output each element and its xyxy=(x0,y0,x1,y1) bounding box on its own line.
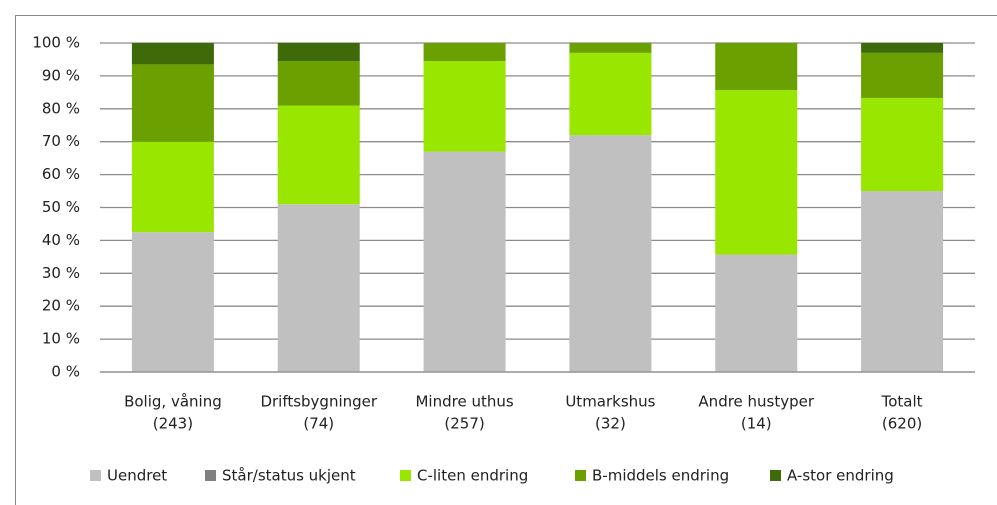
x-tick-label: (14) xyxy=(741,415,772,433)
x-tick-label: (74) xyxy=(303,415,334,433)
y-tick-label: 90 % xyxy=(42,66,80,84)
y-tick-label: 20 % xyxy=(42,297,80,315)
bar-segment xyxy=(861,52,944,98)
x-tick-label: Mindre uthus xyxy=(415,393,513,411)
y-tick-label: 40 % xyxy=(42,231,80,249)
bar-segment xyxy=(861,191,944,372)
x-tick-label: (32) xyxy=(595,415,626,433)
bar-segment xyxy=(423,61,506,152)
x-tick-label: Driftsbygninger xyxy=(260,393,377,411)
legend-label: A-stor endring xyxy=(787,467,894,485)
y-tick-label: 30 % xyxy=(42,264,80,282)
bar-segment xyxy=(131,141,214,233)
bar-segment xyxy=(569,43,652,53)
legend-label: C-liten endring xyxy=(417,467,528,485)
legend-swatch xyxy=(205,470,216,481)
chart-border xyxy=(15,15,997,505)
y-tick-label: 100 % xyxy=(32,34,80,52)
bar-segment xyxy=(131,43,214,65)
y-tick-label: 50 % xyxy=(42,198,80,216)
y-tick-label: 60 % xyxy=(42,165,80,183)
legend-swatch xyxy=(90,470,101,481)
y-tick-label: 10 % xyxy=(42,330,80,348)
legend-swatch xyxy=(575,470,586,481)
bar-segment xyxy=(861,43,944,53)
bar-segment xyxy=(131,232,214,372)
legend-label: B-middels endring xyxy=(592,467,729,485)
x-tick-label: (257) xyxy=(444,415,484,433)
x-tick-label: (620) xyxy=(882,415,922,433)
bar-segment xyxy=(569,135,652,372)
legend-swatch xyxy=(400,470,411,481)
bar-segment xyxy=(277,43,360,62)
x-tick-label: (243) xyxy=(153,415,193,433)
bar-segment xyxy=(715,90,798,255)
bar-segment xyxy=(715,43,798,91)
x-tick-label: Bolig, våning xyxy=(124,393,222,411)
legend-swatch xyxy=(770,470,781,481)
y-tick-label: 80 % xyxy=(42,99,80,117)
legend-label: Uendret xyxy=(107,467,167,485)
bar-segment xyxy=(277,105,360,205)
x-tick-label: Utmarkshus xyxy=(565,393,655,411)
bar-segment xyxy=(423,151,506,372)
bar-segment xyxy=(277,61,360,106)
bar-segment xyxy=(131,64,214,142)
bar-segment xyxy=(861,97,944,192)
bar-segment xyxy=(569,52,652,136)
x-tick-label: Andre hustyper xyxy=(698,393,814,411)
bar-segment xyxy=(423,43,506,62)
legend-label: Står/status ukjent xyxy=(222,467,356,485)
bar-segment xyxy=(277,204,360,372)
y-tick-label: 70 % xyxy=(42,132,80,150)
y-tick-label: 0 % xyxy=(51,363,80,381)
bar-segment xyxy=(715,254,798,372)
x-tick-label: Totalt xyxy=(881,393,923,411)
